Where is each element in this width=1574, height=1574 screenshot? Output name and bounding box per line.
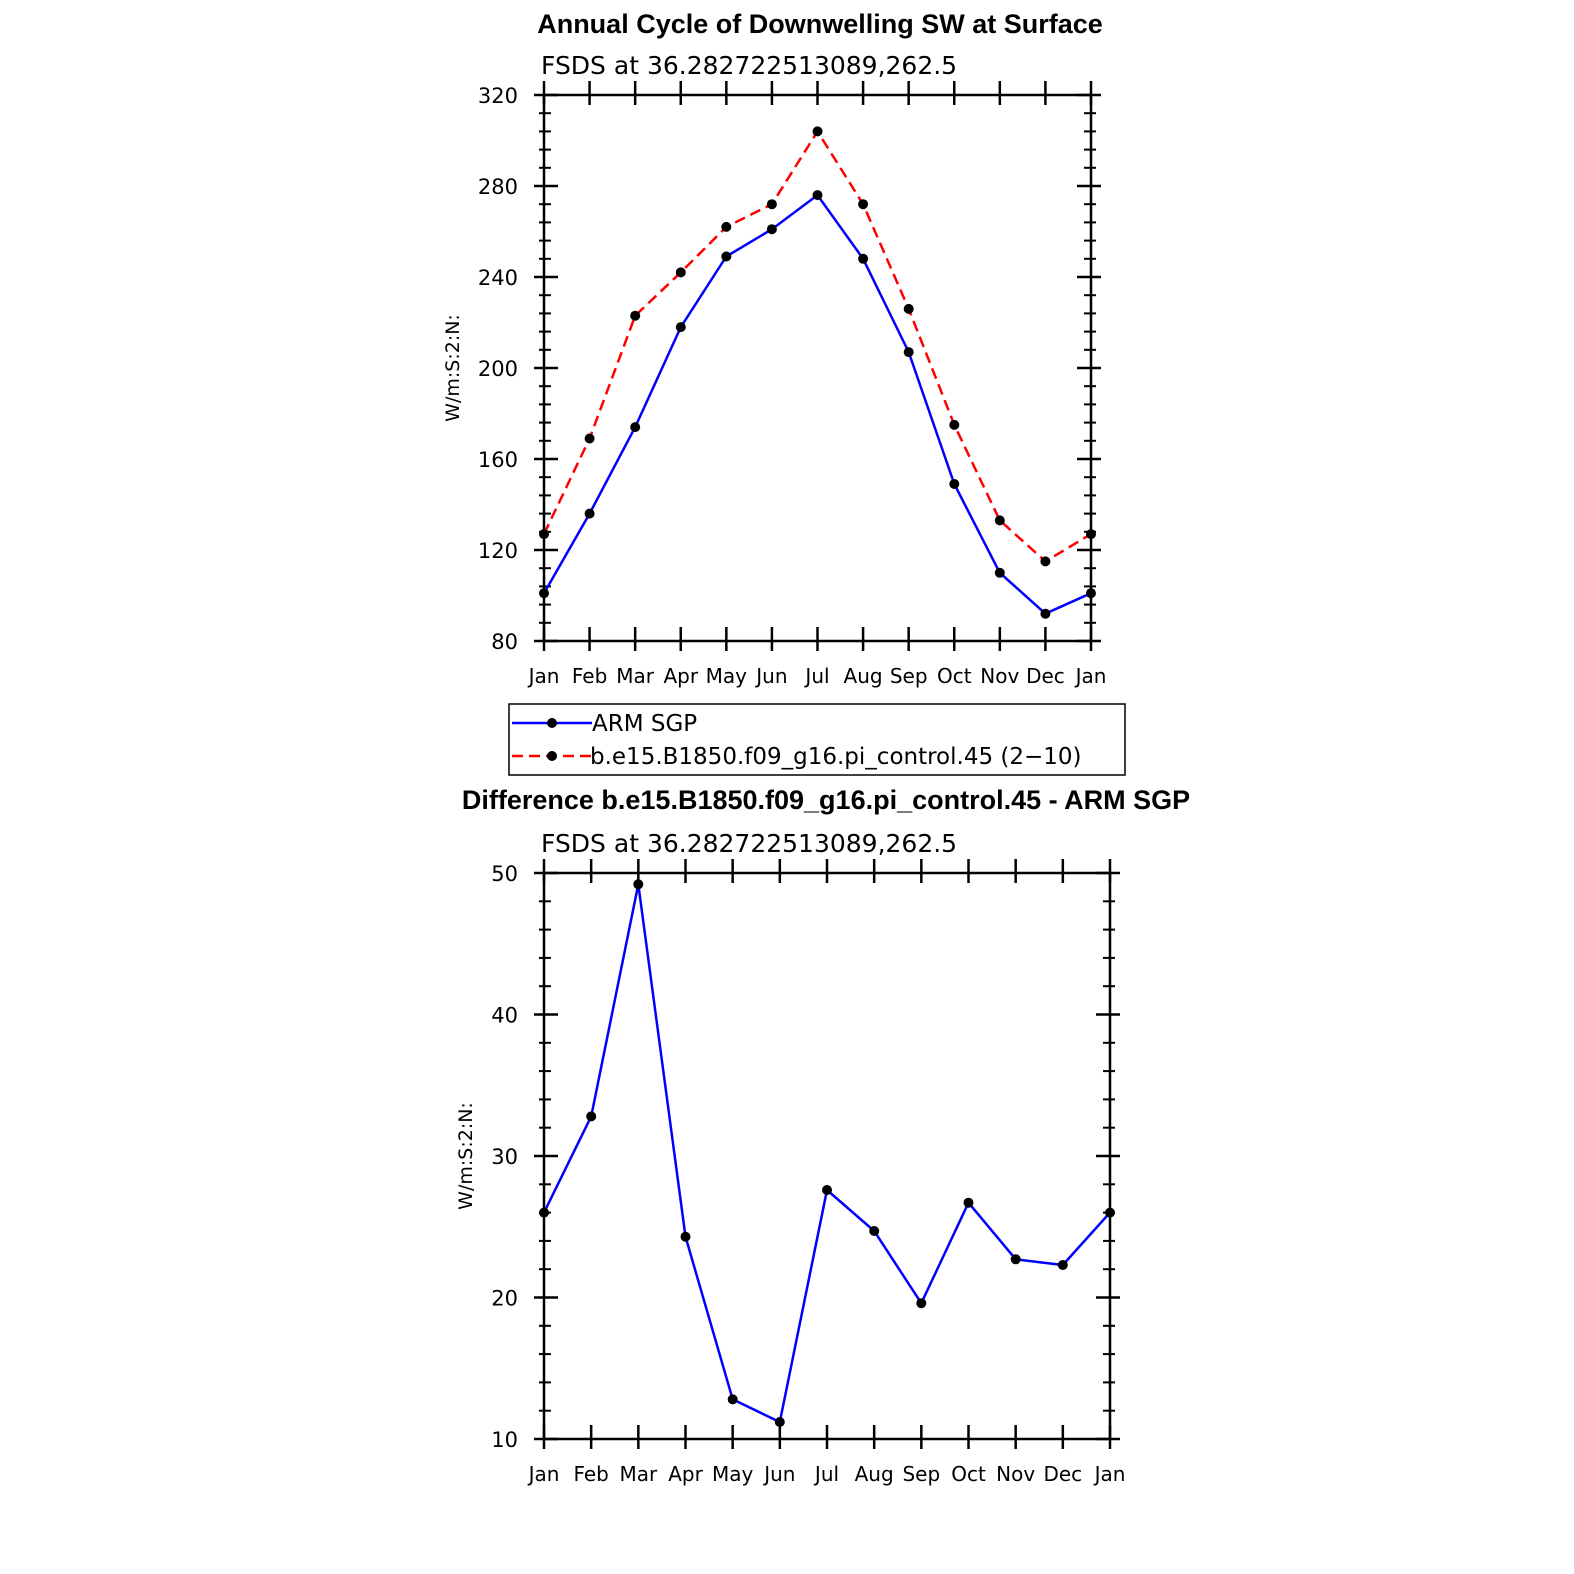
chart1-xtick-label: Jan bbox=[527, 664, 560, 688]
chart1-series-0-point bbox=[766, 224, 777, 235]
chart1-xtick-label: Jun bbox=[754, 664, 787, 688]
chart2-series-0-point bbox=[869, 1226, 880, 1236]
chart1-series-0-point bbox=[812, 190, 823, 201]
chart2-xtick-label: Dec bbox=[1043, 1462, 1082, 1486]
chart1-series-0-point bbox=[721, 251, 732, 262]
chart1-ytick-label: 200 bbox=[478, 357, 518, 381]
chart1-series-1-point bbox=[949, 419, 960, 430]
chart2-xtick-label: Mar bbox=[619, 1462, 658, 1486]
chart1-ytick-label: 80 bbox=[491, 630, 518, 654]
chart2-xtick-label: Feb bbox=[573, 1462, 608, 1486]
chart2-series-0-point bbox=[586, 1111, 597, 1122]
legend-marker-arm-sgp bbox=[547, 718, 557, 728]
legend-label-model: b.e15.B1850.f09_g16.pi_control.45 (2−10) bbox=[590, 744, 1082, 770]
chart1-xtick-label: Mar bbox=[616, 664, 655, 688]
chart1-xtick-label: Jan bbox=[1074, 664, 1107, 688]
chart2-ylabel: W/m:S:2:N: bbox=[455, 1102, 477, 1210]
chart2-xtick-label: Nov bbox=[996, 1462, 1035, 1486]
legend-entry-model: b.e15.B1850.f09_g16.pi_control.45 (2−10) bbox=[512, 744, 1082, 770]
chart1-subtitle: FSDS at 36.282722513089,262.5 bbox=[541, 51, 957, 80]
chart1-plot-frame bbox=[542, 93, 1093, 643]
chart1-series-0-point bbox=[630, 422, 641, 433]
chart2-xtick-label: Jul bbox=[813, 1462, 839, 1486]
chart2-subtitle: FSDS at 36.282722513089,262.5 bbox=[541, 829, 957, 858]
chart2-xtick-label: May bbox=[712, 1462, 754, 1486]
chart2-xtick-label: Oct bbox=[951, 1462, 986, 1486]
chart1-series-1-point bbox=[584, 433, 595, 444]
chart1-xtick-label: Oct bbox=[937, 664, 972, 688]
chart2-ytick-label: 10 bbox=[491, 1428, 518, 1452]
chart2-xtick-label: Jan bbox=[527, 1462, 560, 1486]
chart2-xtick-label: Aug bbox=[855, 1462, 894, 1486]
chart2-series-0-point bbox=[633, 879, 644, 890]
chart1-xtick-label: Sep bbox=[890, 664, 928, 688]
chart1-series-0-point bbox=[994, 567, 1005, 578]
annual-cycle-chart: Annual Cycle of Downwelling SW at Surfac… bbox=[442, 9, 1106, 688]
chart1-xtick-label: Jul bbox=[803, 664, 829, 688]
chart1-series-0-point bbox=[949, 479, 960, 489]
chart2-series-0-point bbox=[1057, 1260, 1068, 1270]
chart1-series-0-point bbox=[584, 508, 595, 519]
chart1-series-1-point bbox=[1040, 556, 1051, 567]
chart1-series-1-point bbox=[675, 267, 686, 278]
chart2-series-0-line bbox=[542, 884, 1111, 1424]
chart2-series-0-point bbox=[774, 1417, 785, 1427]
legend-entry-arm-sgp: ARM SGP bbox=[512, 711, 697, 737]
chart1-series-1-point bbox=[812, 126, 823, 137]
chart2-xtick-label: Jan bbox=[1093, 1462, 1126, 1486]
chart2-plot-frame bbox=[542, 871, 1112, 1441]
chart1-ytick-label: 240 bbox=[478, 266, 518, 290]
chart2-series-0-point bbox=[1010, 1254, 1021, 1265]
chart1-series-0-point bbox=[858, 253, 869, 264]
chart1-title: Annual Cycle of Downwelling SW at Surfac… bbox=[537, 9, 1103, 39]
chart2-xtick-label: Apr bbox=[668, 1462, 703, 1486]
chart1-series-1-point bbox=[630, 310, 641, 321]
chart1-xtick-label: Aug bbox=[844, 664, 883, 688]
chart1-xtick-label: Apr bbox=[663, 664, 698, 688]
chart1-ytick-label: 320 bbox=[478, 84, 518, 108]
chart1-legend: ARM SGP b.e15.B1850.f09_g16.pi_control.4… bbox=[508, 703, 1126, 776]
chart1-series-1-point bbox=[858, 199, 869, 210]
chart1-series-0-point bbox=[903, 347, 914, 358]
chart2-series-0-point bbox=[680, 1231, 691, 1242]
chart2-ytick-label: 20 bbox=[491, 1287, 518, 1311]
legend-label-arm-sgp: ARM SGP bbox=[592, 711, 697, 737]
chart2-series-0-point bbox=[916, 1298, 927, 1309]
chart1-series-0-point bbox=[675, 322, 686, 333]
chart1-ytick-label: 160 bbox=[478, 448, 518, 472]
chart1-series-1-point bbox=[766, 199, 777, 210]
chart1-series-1-point bbox=[721, 221, 732, 232]
difference-chart: Difference b.e15.B1850.f09_g16.pi_contro… bbox=[455, 785, 1190, 1486]
chart2-series-0-point bbox=[727, 1394, 738, 1405]
chart1-ylabel: W/m:S:2:N: bbox=[442, 314, 464, 422]
chart2-ytick-label: 50 bbox=[491, 862, 518, 886]
chart2-xtick-label: Jun bbox=[762, 1462, 795, 1486]
chart2-title: Difference b.e15.B1850.f09_g16.pi_contro… bbox=[462, 785, 1190, 815]
chart2-series-0-point bbox=[963, 1197, 974, 1208]
chart2-ytick-label: 30 bbox=[491, 1145, 518, 1169]
chart1-ytick-label: 280 bbox=[478, 175, 518, 199]
chart1-xtick-label: Nov bbox=[980, 664, 1019, 688]
chart1-series-0-point bbox=[1040, 608, 1051, 619]
chart1-series-1-point bbox=[994, 515, 1005, 526]
chart2-series-0-point bbox=[822, 1185, 832, 1195]
legend-marker-model bbox=[547, 751, 557, 761]
chart1-xtick-label: Feb bbox=[572, 664, 607, 688]
legend-box bbox=[508, 703, 1126, 776]
chart1-xtick-label: May bbox=[706, 664, 748, 688]
chart1-series-0-line bbox=[542, 193, 1092, 616]
chart2-xtick-label: Sep bbox=[902, 1462, 940, 1486]
chart1-xtick-label: Dec bbox=[1026, 664, 1065, 688]
chart2-ytick-label: 40 bbox=[491, 1004, 518, 1028]
chart1-ytick-label: 120 bbox=[478, 539, 518, 563]
chart1-series-1-point bbox=[903, 303, 914, 314]
